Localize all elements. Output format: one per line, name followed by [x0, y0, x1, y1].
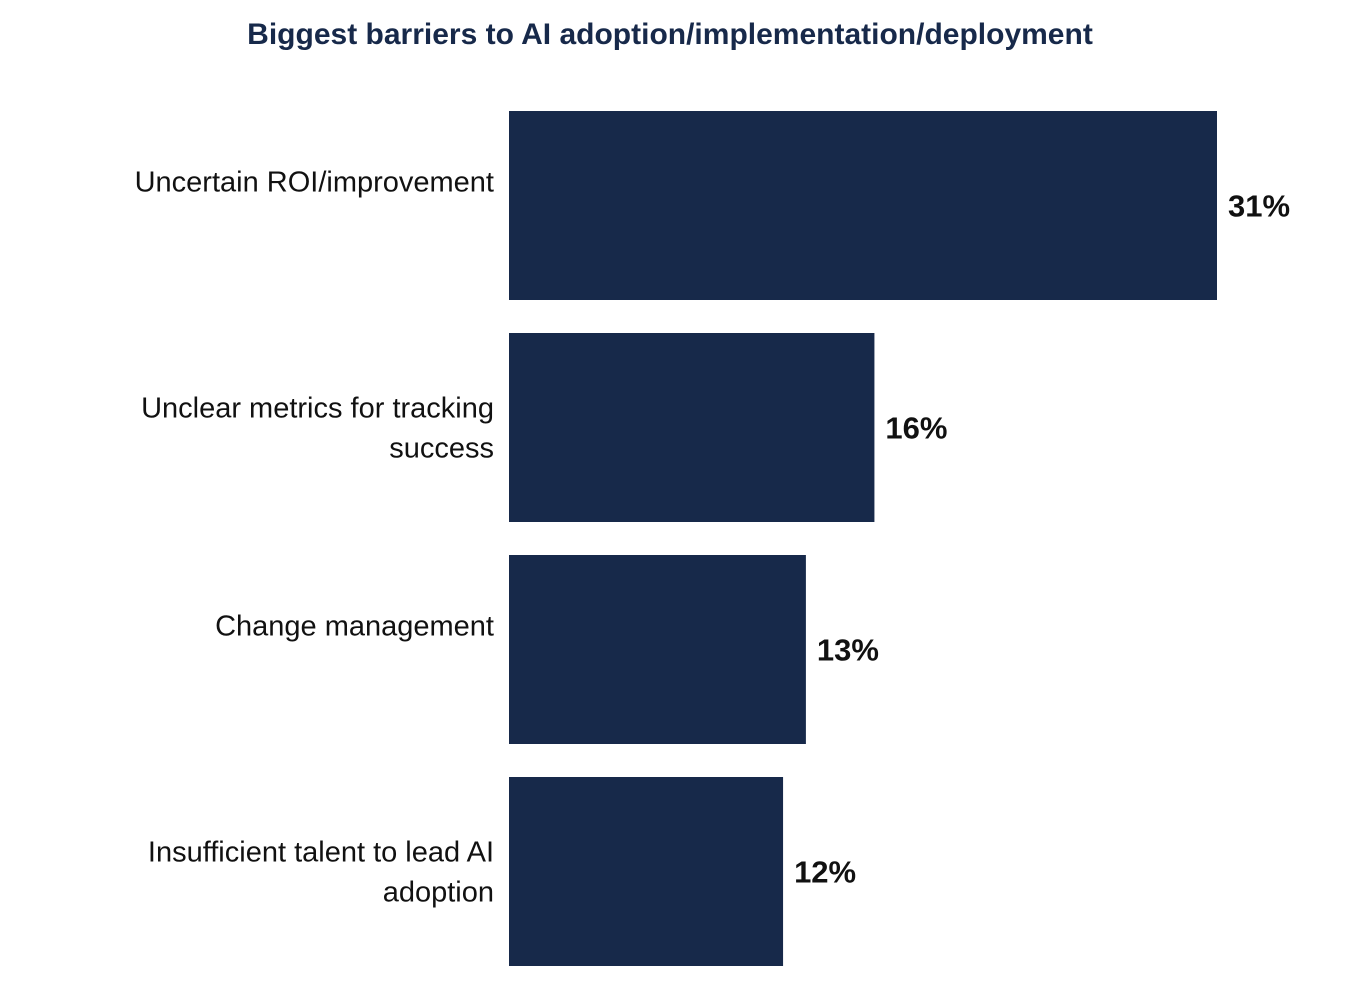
bar-3 — [509, 555, 806, 744]
value-label-3: 13% — [817, 633, 879, 668]
value-label-1: 31% — [1228, 189, 1290, 224]
value-label-2: 16% — [885, 411, 947, 446]
bar-4 — [509, 777, 784, 966]
bars-group — [509, 111, 1217, 966]
category-label-line: Insufficient talent to lead AI — [148, 837, 494, 869]
value-labels-group: 31% 16% 13% 12% — [794, 189, 1290, 890]
category-label-line: Uncertain ROI/improvement — [135, 167, 494, 199]
category-label-line: adoption — [383, 877, 494, 909]
category-label-line: Change management — [215, 611, 494, 643]
category-label-2: Unclear metrics for tracking success — [141, 393, 494, 465]
bar-1 — [509, 111, 1217, 300]
chart-title: Biggest barriers to AI adoption/implemen… — [247, 18, 1093, 51]
bar-2 — [509, 333, 875, 522]
category-label-line: success — [389, 433, 494, 465]
category-label-line: Unclear metrics for tracking — [141, 393, 494, 425]
category-label-4: Insufficient talent to lead AI adoption — [148, 837, 494, 909]
category-label-3: Change management — [215, 611, 494, 643]
category-label-1: Uncertain ROI/improvement — [135, 167, 494, 199]
category-labels-group: Uncertain ROI/improvement Unclear metrics… — [135, 167, 494, 909]
value-label-4: 12% — [794, 855, 856, 890]
